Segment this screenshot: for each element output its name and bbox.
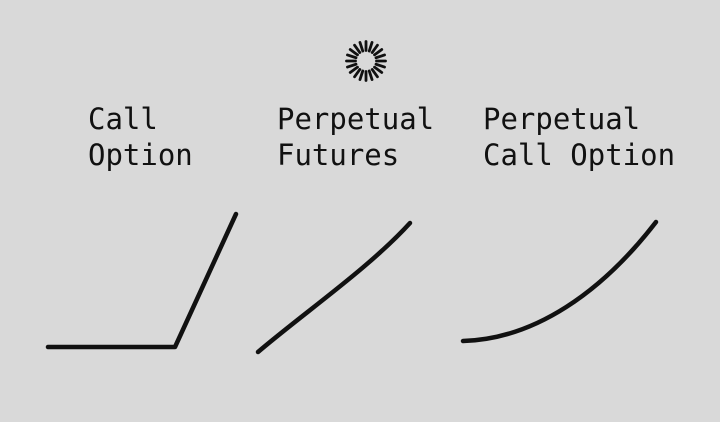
perpetual-futures-label: Perpetual Futures [277,101,434,173]
perpetual-call-option-label: Perpetual Call Option [483,101,675,173]
logo-ray [367,41,374,53]
logo-ray [358,69,365,81]
logo-ray [348,65,359,74]
logo-ray [373,48,384,57]
logo-ray [358,41,365,53]
perpetual-futures-label-line-1: Perpetual [277,102,435,136]
logo-ray [346,62,358,69]
perpetual-futures-label-line-2: Futures [277,138,400,172]
perpetual-call-option-label-line-1: Perpetual [483,102,641,136]
perpetual-futures-payoff-curve [255,220,413,355]
perpetual-call-option-payoff-curve [460,219,659,344]
call-option-label-line-2: Option [88,138,193,172]
logo-ray [370,43,379,54]
sunburst-logo-icon [345,40,387,82]
call-option-label-line-1: Call [88,102,158,136]
logo-ray [367,69,374,81]
call-option-payoff-curve [45,211,239,350]
call-option-label: Call Option [88,101,193,173]
logo-ray [374,53,386,60]
perpetual-call-option-label-line-2: Call Option [483,138,676,172]
logo-ray [370,68,379,79]
logo-ray [373,65,384,74]
logo-ray [353,43,362,54]
logo-ray [353,68,362,79]
logo-ray [346,53,358,60]
logo-ray [348,48,359,57]
logo-ray [374,62,386,69]
